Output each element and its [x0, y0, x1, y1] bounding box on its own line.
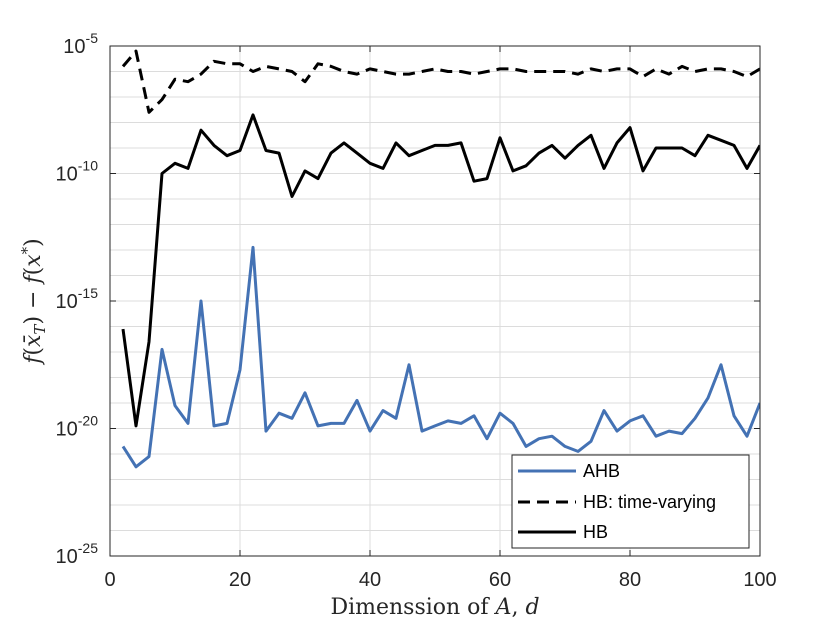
- y-tick-label: 10-20: [56, 413, 99, 441]
- legend-label: HB: time-varying: [583, 492, 716, 512]
- x-axis-title-d: d: [525, 595, 539, 620]
- x-tick-label: 60: [489, 569, 511, 591]
- x-axis-title-text: Dimenssion of: [330, 595, 495, 620]
- x-axis-title: Dimenssion of A, d: [330, 595, 539, 620]
- legend-items: AHB HB: time-varying HB: [518, 461, 716, 542]
- series-layer: [121, 49, 760, 469]
- legend-label: AHB: [583, 461, 620, 481]
- axis-titles: Dimenssion of A, d f(x̄T) − f(x*): [18, 238, 540, 620]
- tick-layer: 0 20 40 60 80 100 10-25 10-20 10-15 10-10 10-5: [56, 30, 777, 591]
- legend: AHB HB: time-varying HB: [511, 454, 750, 549]
- x-axis-title-var: A: [494, 595, 512, 620]
- y-axis-title: f(x̄T) − f(x*): [18, 238, 49, 365]
- series-line-ahb: [121, 245, 760, 469]
- x-tick-label: 100: [743, 569, 776, 591]
- x-tick-label: 20: [229, 569, 251, 591]
- y-tick-label: 10-10: [56, 158, 99, 186]
- series-line-hb-time-varying: [121, 49, 760, 114]
- y-tick-label: 10-25: [56, 540, 99, 568]
- series-line-hb: [121, 113, 760, 428]
- x-axis-title-comma: ,: [511, 595, 525, 620]
- x-tick-label: 0: [104, 569, 115, 591]
- x-tick-label: 40: [359, 569, 381, 591]
- legend-label: HB: [583, 522, 608, 542]
- y-tick-label: 10-15: [56, 285, 99, 313]
- x-tick-label: 80: [619, 569, 641, 591]
- y-tick-label: 10-5: [63, 30, 98, 58]
